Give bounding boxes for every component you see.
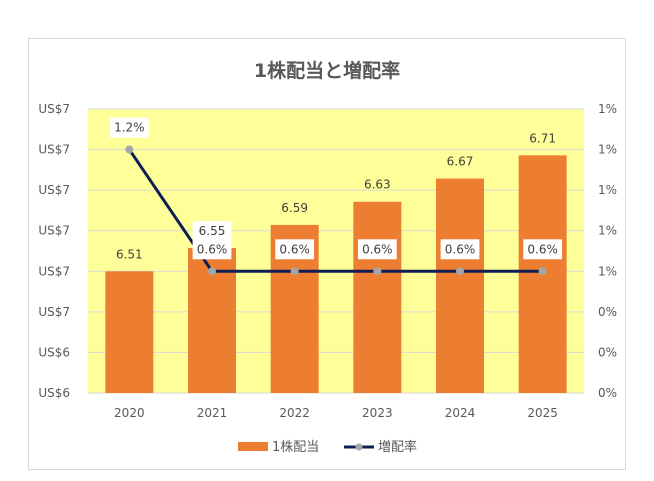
line-value-label: 1.2% [114, 121, 145, 135]
line-value-label: 0.6% [197, 242, 228, 256]
bar-value-label: 6.71 [529, 131, 556, 145]
line-value-label-box [275, 239, 315, 260]
line-value-label-box [357, 239, 397, 260]
bar-value-label: 6.51 [116, 247, 143, 261]
left-tick-label: US$6 [38, 386, 70, 400]
right-tick-label: 1% [598, 224, 617, 238]
right-tick-label: 1% [598, 264, 617, 278]
left-tick-label: US$7 [38, 224, 70, 238]
x-tick-label: 2021 [197, 406, 228, 420]
bar-value-label: 6.55 [199, 224, 226, 238]
line-value-label-box [440, 239, 480, 260]
line-point [456, 267, 464, 276]
chart-title: 1株配当と増配率 [254, 59, 400, 82]
plot-area [88, 109, 584, 393]
line-value-label-box [109, 117, 149, 138]
line-point [373, 267, 382, 276]
x-tick-label: 2024 [445, 406, 476, 420]
right-tick-label: 1% [598, 102, 617, 116]
bar-value-label: 6.63 [364, 178, 391, 192]
line-value-label-box [192, 239, 232, 260]
line-point [290, 267, 299, 276]
left-tick-label: US$6 [38, 345, 70, 359]
left-tick-label: US$7 [38, 305, 70, 319]
left-tick-label: US$7 [38, 183, 70, 197]
x-tick-label: 2020 [114, 406, 145, 420]
bar-value-label-box [192, 221, 232, 242]
legend-swatch-bar [238, 442, 268, 451]
bar-value-label: 6.59 [281, 201, 308, 215]
left-tick-label: US$7 [38, 264, 70, 278]
line-point [208, 267, 216, 276]
legend-label-bar: 1株配当 [272, 440, 319, 455]
line-point [538, 267, 547, 276]
right-tick-label: 0% [598, 345, 617, 359]
line-value-label: 0.6% [279, 242, 310, 256]
line-value-label: 0.6% [527, 242, 558, 256]
right-tick-label: 0% [598, 386, 617, 400]
bar [105, 271, 154, 393]
bar [436, 178, 484, 393]
line-point [125, 145, 134, 154]
line-value-label: 0.6% [445, 242, 476, 256]
left-tick-label: US$7 [38, 143, 70, 157]
bar-value-label: 6.67 [447, 155, 474, 169]
line-value-label-box [523, 239, 563, 260]
left-tick-label: US$7 [38, 102, 70, 116]
right-tick-label: 0% [598, 305, 617, 319]
line-value-label: 0.6% [362, 242, 393, 256]
legend: 1株配当 増配率 [238, 439, 417, 455]
right-tick-label: 1% [598, 183, 617, 197]
legend-label-line: 増配率 [378, 439, 417, 455]
legend-swatch-marker [355, 443, 363, 451]
bar [353, 201, 402, 393]
x-tick-label: 2022 [279, 406, 310, 420]
right-tick-label: 1% [598, 143, 617, 157]
x-tick-label: 2023 [362, 406, 393, 420]
x-tick-label: 2025 [527, 406, 558, 420]
